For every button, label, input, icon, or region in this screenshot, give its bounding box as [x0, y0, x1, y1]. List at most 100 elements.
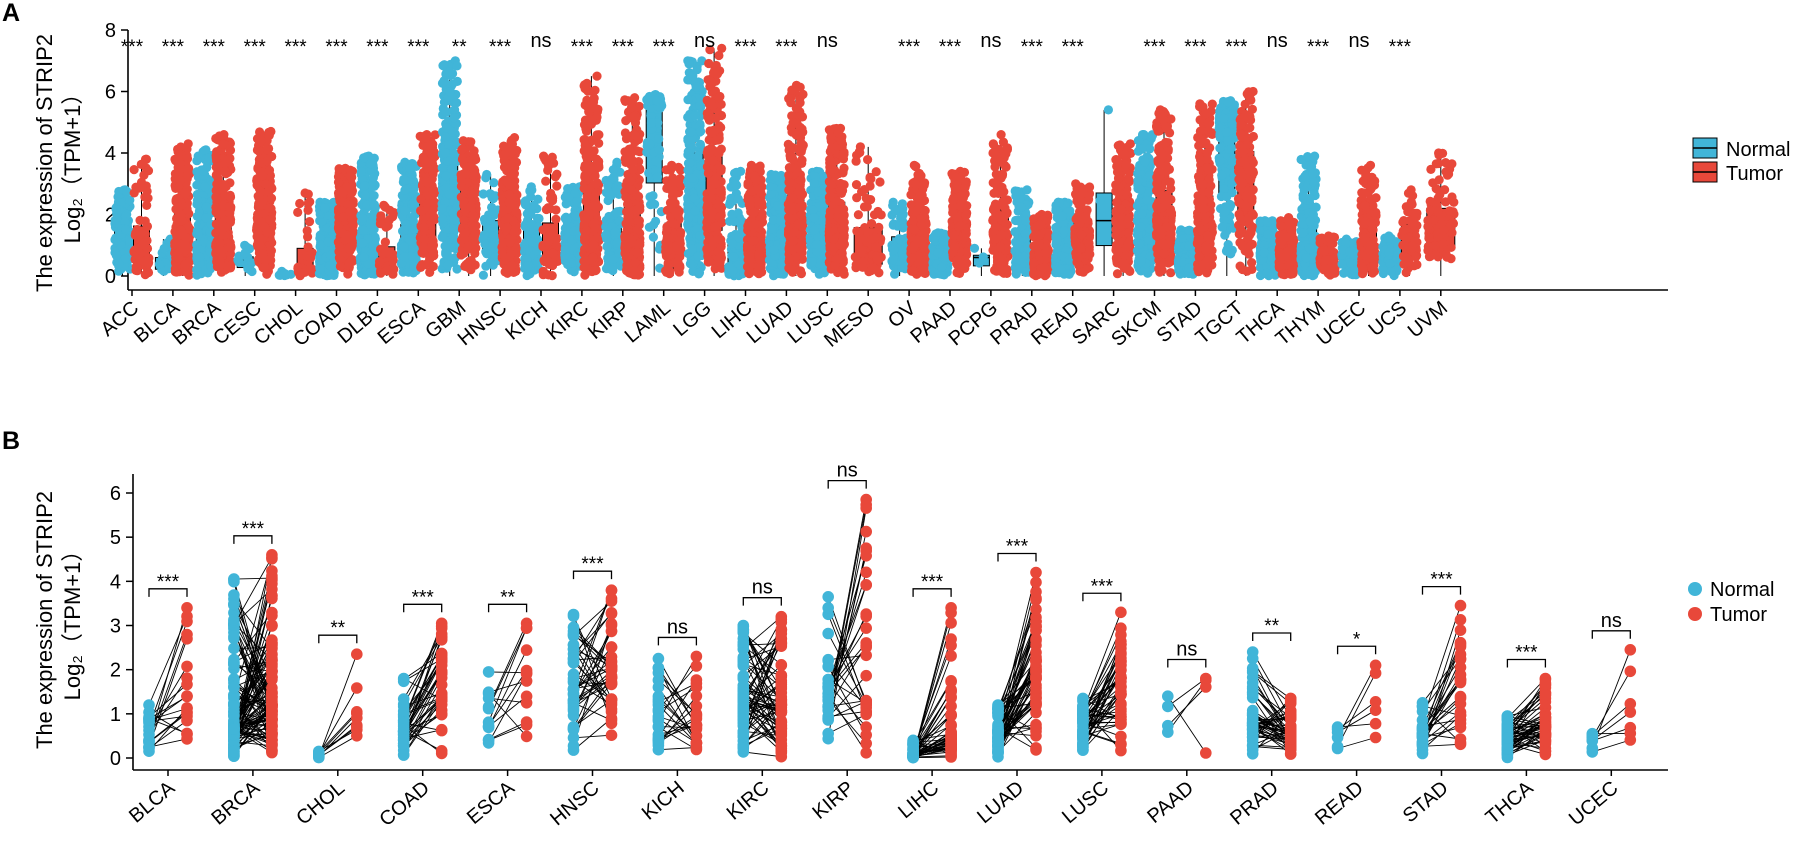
- point-normal: [652, 172, 663, 182]
- panel-a-ylabel-line2: Log₂（TPM+1）: [60, 83, 85, 244]
- point-tumor: [305, 197, 315, 207]
- point-tumor: [505, 237, 515, 247]
- point-tumor: [586, 119, 597, 129]
- point-tumor: [177, 228, 188, 238]
- point-normal: [683, 95, 693, 105]
- point-normal: [696, 126, 706, 136]
- panel-a-ytick-label: 6: [105, 82, 116, 104]
- point-tumor: [185, 224, 195, 234]
- point-normal: [445, 87, 455, 97]
- point-normal: [325, 250, 336, 260]
- point-tumor: [469, 171, 479, 181]
- point-tumor: [262, 156, 272, 166]
- point-normal: [440, 148, 450, 158]
- point-tumor: [417, 206, 427, 216]
- point-normal: [534, 213, 544, 224]
- point-tumor: [456, 181, 466, 191]
- point-normal: [443, 260, 453, 270]
- point-normal: [437, 78, 448, 88]
- point-tumor: [671, 208, 681, 218]
- point-normal: [521, 196, 531, 206]
- point-normal: [198, 166, 208, 176]
- point-normal: [648, 232, 659, 242]
- point-tumor: [582, 185, 592, 196]
- point-normal: [399, 252, 409, 262]
- point-tumor: [293, 207, 303, 217]
- point-normal: [399, 242, 409, 252]
- point-tumor: [376, 211, 386, 221]
- point-normal: [441, 107, 451, 117]
- point-tumor: [175, 175, 185, 185]
- panel-a-group-brca: [192, 130, 236, 280]
- point-tumor: [211, 153, 221, 163]
- point-tumor: [383, 265, 393, 275]
- point-normal: [478, 270, 488, 280]
- panel-a-group-kirp: [601, 93, 645, 280]
- point-normal: [323, 237, 333, 247]
- point-tumor: [589, 192, 599, 202]
- point-normal: [359, 153, 369, 163]
- point-normal: [683, 165, 693, 175]
- point-tumor: [581, 151, 591, 161]
- point-tumor: [626, 176, 636, 186]
- point-normal: [452, 264, 462, 274]
- point-tumor: [129, 165, 139, 175]
- point-tumor: [581, 196, 591, 206]
- point-tumor: [509, 169, 519, 179]
- point-tumor: [296, 268, 306, 278]
- point-tumor: [510, 201, 520, 211]
- point-normal: [684, 59, 694, 69]
- point-normal: [448, 224, 459, 234]
- point-normal: [611, 208, 621, 218]
- point-tumor: [213, 259, 224, 269]
- panel-a-label: A: [2, 0, 20, 27]
- point-tumor: [592, 71, 602, 81]
- point-tumor: [333, 177, 344, 187]
- point-normal: [193, 212, 203, 222]
- point-tumor: [142, 221, 152, 231]
- point-tumor: [345, 207, 355, 217]
- point-tumor: [211, 170, 221, 180]
- point-normal: [440, 132, 450, 142]
- point-tumor: [416, 261, 426, 271]
- point-tumor: [143, 267, 154, 278]
- point-normal: [603, 180, 613, 190]
- point-tumor: [139, 170, 149, 180]
- point-tumor: [211, 202, 221, 212]
- panel-a-group-dlbc: [355, 151, 399, 280]
- point-tumor: [131, 228, 141, 238]
- point-normal: [121, 224, 131, 235]
- point-normal: [523, 261, 533, 271]
- point-normal: [693, 251, 703, 261]
- point-normal: [444, 67, 455, 77]
- point-tumor: [673, 256, 683, 267]
- point-tumor: [181, 142, 191, 152]
- point-normal: [489, 178, 499, 188]
- point-normal: [688, 71, 698, 81]
- point-normal: [441, 171, 451, 181]
- point-tumor: [503, 213, 513, 223]
- point-tumor: [670, 198, 680, 208]
- point-tumor: [459, 168, 469, 179]
- point-tumor: [254, 146, 264, 156]
- point-tumor: [216, 245, 226, 255]
- point-tumor: [182, 164, 192, 174]
- point-normal: [525, 186, 535, 196]
- point-normal: [694, 267, 705, 278]
- point-tumor: [256, 136, 266, 146]
- point-tumor: [663, 232, 674, 243]
- point-normal: [357, 238, 368, 248]
- point-normal: [365, 268, 375, 278]
- point-tumor: [460, 228, 470, 238]
- point-tumor: [463, 241, 473, 251]
- point-normal: [687, 244, 697, 254]
- point-normal: [645, 139, 655, 149]
- point-tumor: [632, 247, 642, 258]
- point-tumor: [459, 215, 469, 225]
- point-normal: [485, 258, 496, 268]
- point-tumor: [457, 144, 467, 154]
- point-normal: [195, 252, 205, 262]
- point-tumor: [662, 246, 673, 256]
- point-tumor: [620, 248, 630, 258]
